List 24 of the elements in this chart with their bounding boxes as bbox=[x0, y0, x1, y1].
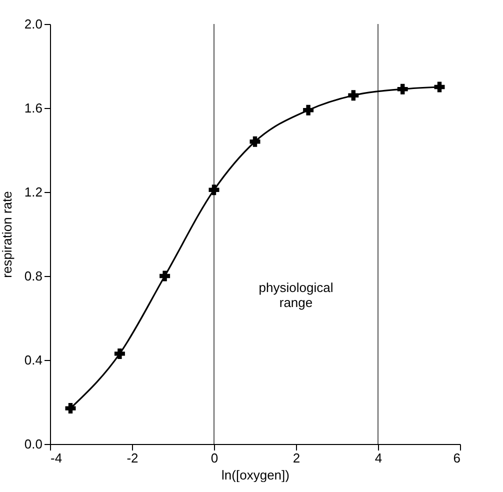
x-axis-title: ln([oxygen]) bbox=[222, 468, 290, 482]
point bbox=[208, 184, 220, 196]
point bbox=[250, 136, 260, 147]
x-tick-label: 4 bbox=[374, 450, 382, 466]
point bbox=[348, 90, 359, 101]
y-tick-label: 0.0 bbox=[24, 436, 42, 452]
point bbox=[303, 104, 314, 116]
y-tick-label: 1.2 bbox=[24, 184, 42, 200]
x-tick-label: 2 bbox=[292, 450, 300, 466]
y-tick-label: 0.4 bbox=[24, 352, 42, 368]
x-tick-label: -2 bbox=[126, 450, 138, 466]
annotation: physiological range bbox=[258, 280, 334, 310]
y-tick-label: 1.6 bbox=[24, 100, 42, 116]
point bbox=[160, 270, 170, 282]
x-tick-label: -4 bbox=[50, 450, 62, 466]
y-tick-label: 2.0 bbox=[24, 16, 42, 32]
y-axis-title: respiration rate bbox=[0, 191, 14, 278]
y-tick-label: 0.8 bbox=[24, 268, 42, 284]
x-tick-label: 0 bbox=[210, 450, 218, 466]
point bbox=[397, 84, 408, 94]
point bbox=[65, 403, 76, 414]
point bbox=[114, 348, 125, 359]
point bbox=[434, 82, 445, 92]
x-tick-label: 6 bbox=[453, 450, 460, 466]
